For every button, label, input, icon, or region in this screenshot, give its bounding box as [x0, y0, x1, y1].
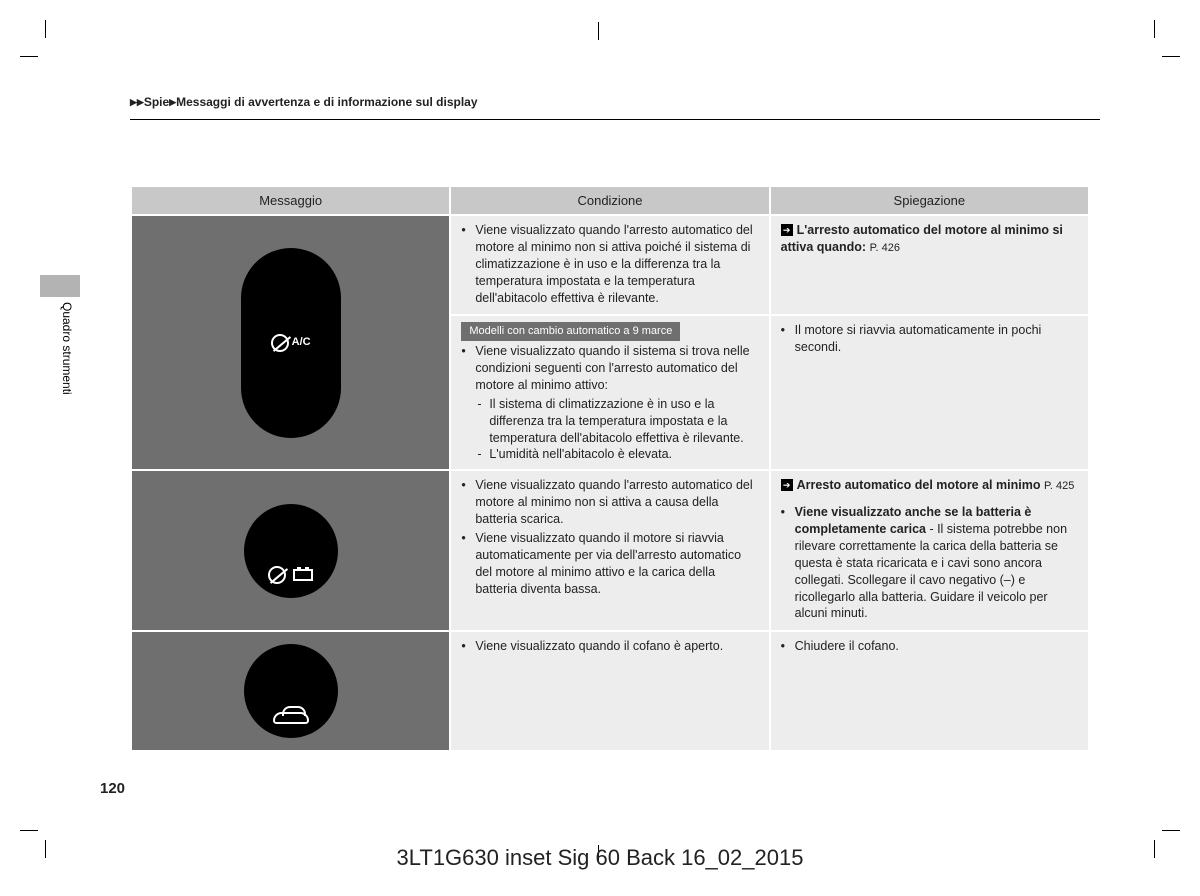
page-ref: P. 426 [870, 242, 900, 254]
breadcrumb: ▶▶Spie▶Messaggi di avvertenza e di infor… [130, 95, 1100, 120]
explanation-cell: ➔L'arresto automatico del motore al mini… [770, 215, 1089, 315]
messages-table: Messaggio Condizione Spiegazione A/C Vie… [130, 185, 1090, 752]
slash-circle-icon [271, 334, 289, 352]
message-icon-cell [131, 470, 450, 631]
page-number: 120 [100, 780, 125, 797]
ac-label: A/C [292, 335, 311, 350]
message-icon-cell: A/C [131, 215, 450, 470]
crop-mark [20, 830, 38, 831]
condition-text: Viene visualizzato quando l'arresto auto… [475, 222, 758, 306]
indicator-hood-icon [244, 644, 338, 738]
explanation-cell: ➔ Arresto automatico del motore al minimo… [770, 470, 1089, 631]
breadcrumb-level1: Spie [144, 95, 169, 109]
col-header-explanation: Spiegazione [770, 186, 1089, 215]
condition-cell: Modelli con cambio automatico a 9 marce … [450, 315, 769, 470]
crop-mark [45, 20, 46, 38]
explanation-cell: Chiudere il cofano. [770, 631, 1089, 751]
breadcrumb-level2: Messaggi di avvertenza e di informazione… [176, 95, 477, 109]
battery-icon [293, 569, 313, 581]
indicator-battery-icon [244, 504, 338, 598]
condition-text: Viene visualizzato quando il cofano è ap… [475, 638, 758, 655]
condition-text: Viene visualizzato quando l'arresto auto… [475, 477, 758, 528]
crop-mark [1162, 830, 1180, 831]
condition-subtext: Il sistema di climatizzazione è in uso e… [489, 396, 758, 447]
link-arrow-icon: ➔ [781, 479, 793, 491]
explanation-text: Il motore si riavvia automaticamente in … [795, 322, 1078, 356]
explanation-text: Viene visualizzato anche se la batteria … [795, 504, 1078, 622]
explanation-link: Arresto automatico del motore al minimo [797, 478, 1041, 492]
imposition-signature: 3LT1G630 inset Sig 60 Back 16_02_2015 [0, 845, 1200, 871]
crop-mark [1162, 56, 1180, 57]
car-icon [273, 712, 309, 724]
explanation-cell: Il motore si riavvia automaticamente in … [770, 315, 1089, 470]
crop-mark [20, 56, 38, 57]
condition-cell: Viene visualizzato quando l'arresto auto… [450, 215, 769, 315]
crop-mark [1154, 20, 1155, 38]
triangle-icon: ▶▶ [130, 97, 144, 108]
explanation-text: Chiudere il cofano. [795, 638, 1078, 655]
condition-text: Viene visualizzato quando il motore si r… [475, 530, 758, 598]
condition-cell: Viene visualizzato quando l'arresto auto… [450, 470, 769, 631]
indicator-ac-icon: A/C [241, 248, 341, 438]
section-label: Quadro strumenti [60, 302, 74, 395]
condition-cell: Viene visualizzato quando il cofano è ap… [450, 631, 769, 751]
section-tab [40, 275, 80, 297]
condition-subtext: L'umidità nell'abitacolo è elevata. [489, 446, 758, 463]
page-ref: P. 425 [1044, 480, 1074, 492]
col-header-message: Messaggio [131, 186, 450, 215]
link-arrow-icon: ➔ [781, 224, 793, 236]
model-badge: Modelli con cambio automatico a 9 marce [461, 322, 680, 341]
message-icon-cell [131, 631, 450, 751]
crop-mark [598, 22, 599, 40]
condition-text: Viene visualizzato quando il sistema si … [475, 343, 758, 394]
explanation-link: L'arresto automatico del motore al minim… [781, 223, 1063, 254]
col-header-condition: Condizione [450, 186, 769, 215]
slash-circle-icon [268, 566, 286, 584]
